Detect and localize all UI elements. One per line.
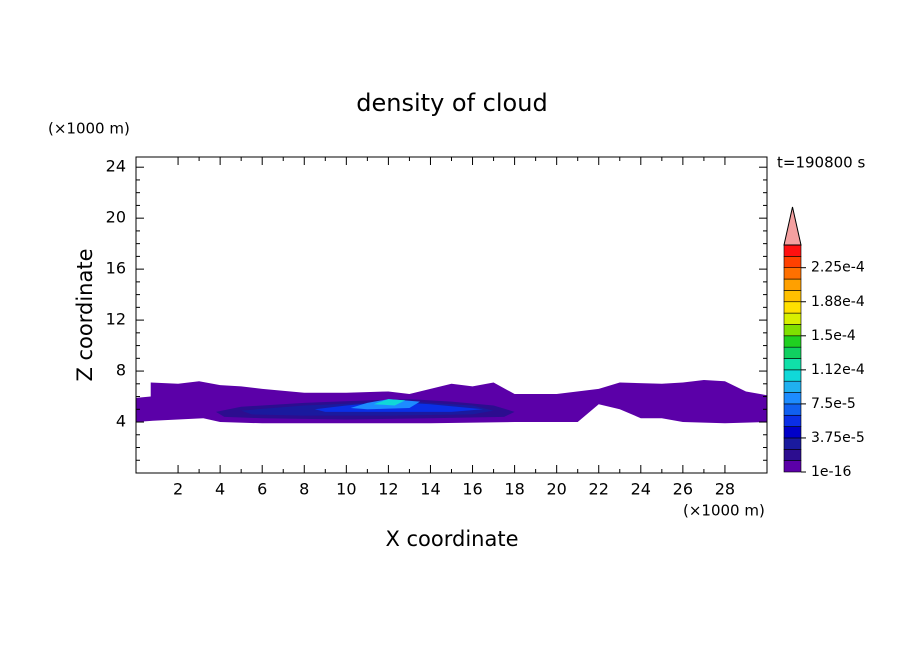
- y-axis-title: Z coordinate: [73, 248, 97, 381]
- colorbar-box: [783, 380, 802, 393]
- colorbar-tick-label: 1.5e-4: [811, 328, 856, 344]
- colorbar-box: [783, 290, 802, 303]
- y-tick-label: 4: [116, 412, 126, 431]
- plot-frame: [135, 156, 768, 474]
- x-tick-label: 4: [215, 480, 225, 499]
- colorbar-tick-label: 1.88e-4: [811, 294, 865, 310]
- y-tick-label: 12: [106, 310, 126, 329]
- y-tick-label: 8: [116, 361, 126, 380]
- contour-region: [373, 399, 406, 406]
- colorbar-box: [783, 324, 802, 337]
- colorbar-box: [783, 437, 802, 450]
- x-tick-label: 10: [336, 480, 356, 499]
- colorbar-box: [783, 278, 802, 291]
- colorbar-box: [783, 244, 802, 257]
- x-tick-label: 8: [299, 480, 309, 499]
- x-tick-label: 12: [378, 480, 398, 499]
- x-tick-label: 24: [631, 480, 651, 499]
- colorbar-box: [783, 335, 802, 348]
- y-tick-label: 20: [106, 208, 126, 227]
- colorbar-tick-label: 1e-16: [811, 464, 851, 480]
- time-label: t=190800 s: [777, 154, 865, 172]
- colorbar-box: [783, 267, 802, 280]
- colorbar-box: [783, 369, 802, 382]
- colorbar-over: [783, 206, 802, 246]
- colorbar-box: [783, 460, 802, 473]
- colorbar-box: [783, 346, 802, 359]
- colorbar-tick-label: 3.75e-5: [811, 430, 865, 446]
- x-tick-label: 26: [673, 480, 693, 499]
- colorbar-box: [783, 358, 802, 371]
- x-tick-label: 6: [257, 480, 267, 499]
- colorbar-tick-label: 2.25e-4: [811, 260, 865, 276]
- x-tick-label: 28: [715, 480, 735, 499]
- x-tick-label: 18: [504, 480, 524, 499]
- chart-title: density of cloud: [356, 89, 547, 117]
- colorbar-box: [783, 256, 802, 269]
- colorbar-box: [783, 426, 802, 439]
- y-unit: (×1000 m): [48, 120, 130, 138]
- colorbar-box: [783, 403, 802, 416]
- colorbar-box: [783, 312, 802, 325]
- x-tick-label: 16: [462, 480, 482, 499]
- colorbar-box: [783, 448, 802, 461]
- y-tick-label: 16: [106, 259, 126, 278]
- x-tick-label: 14: [420, 480, 440, 499]
- colorbar-box: [783, 414, 802, 427]
- colorbar-box: [783, 301, 802, 314]
- x-tick-label: 22: [589, 480, 609, 499]
- x-axis-title: X coordinate: [385, 527, 518, 551]
- colorbar-tick-label: 7.5e-5: [811, 396, 856, 412]
- x-tick-label: 20: [546, 480, 566, 499]
- x-tick-label: 2: [173, 480, 183, 499]
- x-unit: (×1000 m): [683, 502, 765, 520]
- y-tick-label: 24: [106, 157, 126, 176]
- colorbar-box: [783, 392, 802, 405]
- colorbar-tick-label: 1.12e-4: [811, 362, 865, 378]
